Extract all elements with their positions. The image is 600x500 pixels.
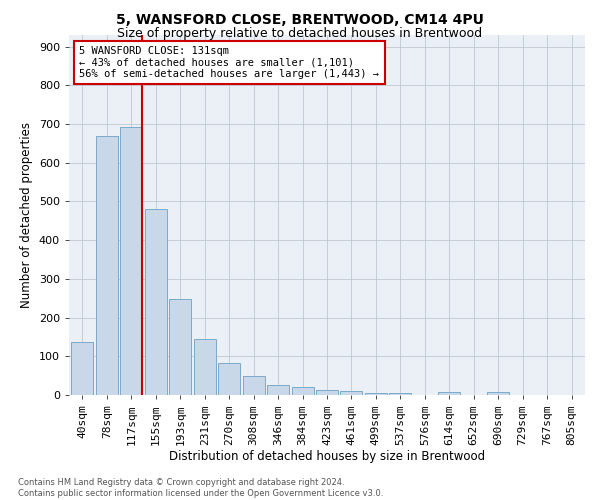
X-axis label: Distribution of detached houses by size in Brentwood: Distribution of detached houses by size … [169,450,485,463]
Bar [438,392,460,395]
Bar [194,339,216,395]
Bar [71,342,94,395]
Bar [292,387,314,395]
Bar [316,390,338,395]
Bar [218,364,240,395]
Bar [169,299,191,395]
Bar [145,209,167,395]
Bar [267,385,289,395]
Y-axis label: Number of detached properties: Number of detached properties [20,122,33,308]
Text: Contains HM Land Registry data © Crown copyright and database right 2024.
Contai: Contains HM Land Registry data © Crown c… [18,478,383,498]
Text: 5, WANSFORD CLOSE, BRENTWOOD, CM14 4PU: 5, WANSFORD CLOSE, BRENTWOOD, CM14 4PU [116,12,484,26]
Bar [242,376,265,395]
Bar [365,392,387,395]
Bar [340,390,362,395]
Bar [121,126,142,395]
Bar [389,393,412,395]
Text: 5 WANSFORD CLOSE: 131sqm
← 43% of detached houses are smaller (1,101)
56% of sem: 5 WANSFORD CLOSE: 131sqm ← 43% of detach… [79,46,379,79]
Bar [487,392,509,395]
Text: Size of property relative to detached houses in Brentwood: Size of property relative to detached ho… [118,28,482,40]
Bar [96,136,118,395]
